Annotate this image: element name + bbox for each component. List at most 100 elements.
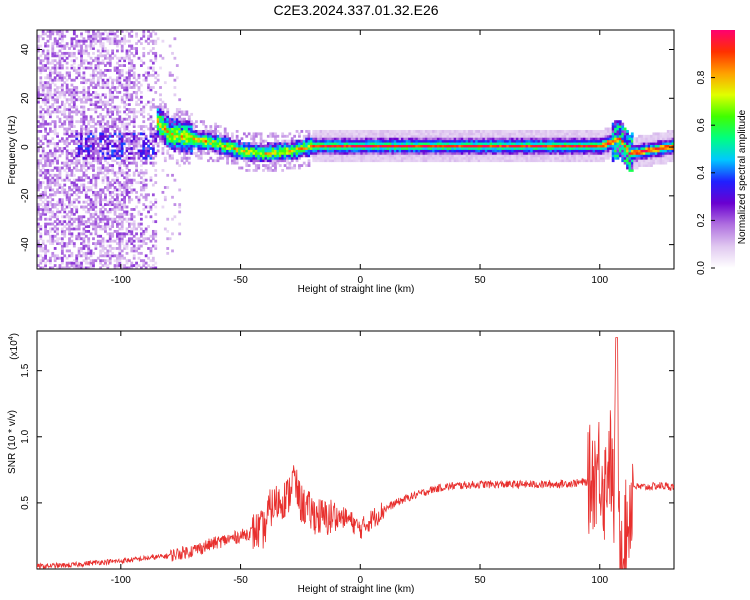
spectrogram-cell — [101, 190, 105, 194]
spectrogram-cell — [424, 149, 428, 153]
spectrogram-cell — [132, 110, 136, 114]
spectrogram-cell — [156, 134, 160, 138]
spectrogram-cell — [120, 173, 124, 177]
spectrogram-cell — [151, 105, 155, 109]
spectrogram-cell — [456, 147, 459, 150]
spectrogram-cell — [68, 108, 71, 111]
spectrogram-cell — [82, 90, 86, 94]
spectrogram-cell — [183, 132, 186, 136]
spectrogram-cell — [116, 198, 119, 202]
spectrogram-cell — [542, 151, 546, 155]
spectrogram-cell — [130, 217, 134, 221]
spectrogram-cell — [108, 169, 112, 172]
spectrogram-cell — [132, 239, 136, 243]
spectrogram-cell — [154, 142, 158, 146]
spectrogram-cell — [123, 127, 126, 131]
spectrogram-cell — [123, 156, 126, 160]
spectrogram-cell — [87, 203, 91, 206]
spectrogram-cell — [583, 142, 586, 146]
spectrogram-cell — [72, 266, 76, 269]
spectrogram-cell — [185, 144, 189, 148]
spectrogram-cell — [120, 47, 124, 50]
spectrogram-cell — [391, 139, 395, 143]
spectrogram-cell — [245, 156, 249, 160]
spectrogram-cell — [120, 39, 124, 43]
spectrogram-cell — [405, 139, 409, 143]
spectrogram-cell — [130, 188, 134, 192]
spectrogram-cell — [398, 129, 402, 133]
spectrogram-cell — [187, 151, 191, 155]
spectrogram-cell — [149, 32, 153, 36]
spectrogram-cell — [393, 134, 397, 138]
spectrogram-cell — [444, 139, 447, 143]
spectrogram-cell — [104, 166, 107, 170]
spectrogram-cell — [60, 147, 64, 150]
spectrogram-cell — [92, 108, 95, 111]
spectrogram-cell — [39, 171, 43, 175]
spectrogram-cell — [75, 227, 79, 231]
spectrogram-cell — [460, 139, 464, 143]
spectrogram-cell — [92, 151, 95, 155]
spectrogram-cell — [123, 183, 126, 187]
spectrogram-cell — [183, 142, 186, 146]
spectrogram-cell — [108, 125, 112, 128]
spectrogram-cell — [156, 115, 160, 119]
spectrogram-cell — [539, 144, 543, 148]
spectrogram-cell — [197, 139, 201, 143]
spectrogram-cell — [393, 147, 397, 150]
spectrogram-cell — [101, 115, 105, 119]
spectrogram-cell — [132, 173, 136, 177]
spectrogram-cell — [87, 32, 91, 36]
spectrogram-cell — [429, 129, 433, 133]
spectrogram-cell — [77, 220, 81, 224]
spectrogram-cell — [324, 154, 328, 158]
spectrogram-cell — [197, 144, 201, 148]
spectrogram-cell — [321, 156, 325, 160]
spectrogram-cell — [106, 154, 110, 158]
spectrogram-cell — [302, 161, 306, 165]
spectrogram-cell — [183, 122, 186, 126]
spectrogram-cell — [465, 132, 469, 136]
spectrogram-cell — [398, 154, 402, 158]
spectrogram-cell — [216, 151, 220, 155]
spectrogram-cell — [87, 181, 91, 185]
spectrogram-cell — [233, 139, 237, 143]
spectrogram-cell — [470, 149, 474, 153]
spectrogram-cell — [58, 86, 62, 89]
spectrogram-cell — [89, 212, 93, 216]
spectrogram-cell — [427, 142, 431, 146]
spectrogram-cell — [159, 86, 162, 89]
spectrogram-cell — [118, 261, 122, 265]
spectrogram-cell — [48, 110, 52, 114]
spectrogram-cell — [139, 176, 143, 180]
spectrogram-cell — [46, 205, 50, 209]
spectrogram-cell — [470, 129, 474, 133]
spectrogram-cell — [417, 139, 421, 143]
spectrogram-cell — [551, 149, 555, 153]
spectrogram-cell — [185, 122, 189, 126]
spectrogram-cell — [128, 151, 131, 155]
spectrogram-cell — [444, 142, 447, 146]
spectrogram-cell — [60, 186, 64, 189]
spectrogram-cell — [94, 105, 98, 109]
spectrogram-cell — [532, 144, 536, 148]
spectrogram-cell — [118, 71, 122, 75]
spectrogram-cell — [75, 93, 79, 97]
spectrogram-cell — [92, 139, 95, 143]
spectrogram-cell — [116, 188, 119, 192]
spectrogram-cell — [53, 42, 57, 46]
spectrogram-cell — [523, 134, 526, 138]
spectrogram-cell — [333, 154, 337, 158]
spectrogram-cell — [585, 151, 589, 155]
spectrogram-cell — [89, 64, 93, 67]
spectrogram-cell — [482, 151, 486, 155]
spectrogram-cell — [128, 217, 131, 221]
spectrogram-cell — [345, 154, 349, 158]
spectrogram-cell — [51, 59, 55, 63]
spectrogram-cell — [130, 69, 134, 72]
spectrogram-cell — [58, 200, 62, 204]
spectrogram-cell — [386, 149, 390, 153]
spectrogram-cell — [70, 78, 74, 82]
spectrogram-cell — [68, 93, 71, 97]
spectrogram-cell — [44, 32, 47, 36]
